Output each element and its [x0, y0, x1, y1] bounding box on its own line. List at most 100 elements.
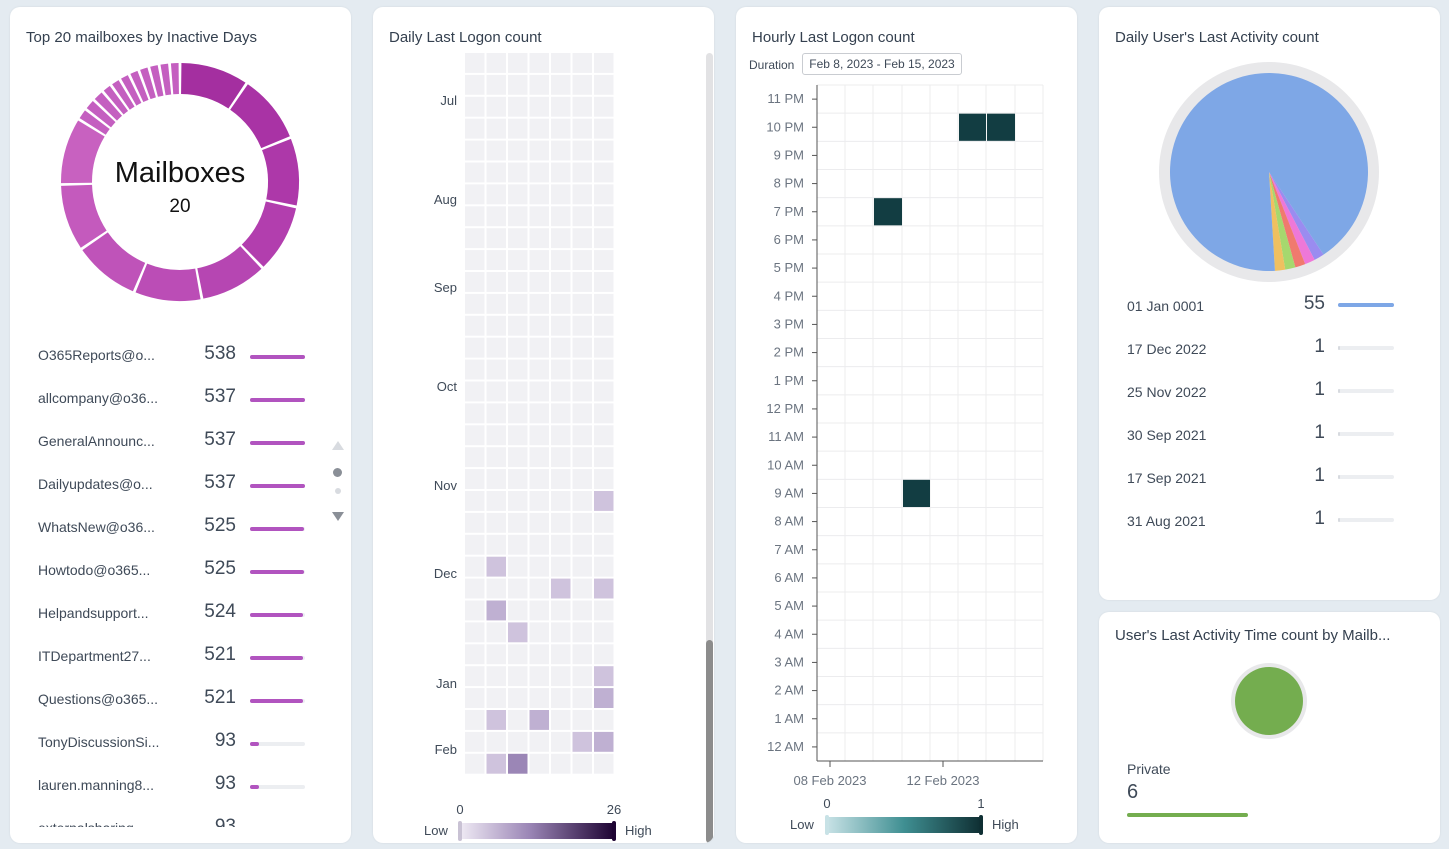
day-cell[interactable] — [594, 491, 614, 511]
day-cell[interactable] — [551, 425, 571, 446]
day-cell[interactable] — [486, 403, 507, 424]
day-cell[interactable] — [551, 644, 571, 665]
day-cell[interactable] — [486, 731, 507, 752]
day-cell[interactable] — [529, 315, 550, 336]
mailbox-list[interactable]: O365Reports@o... 538 allcompany@o36... 5… — [10, 337, 351, 827]
day-cell[interactable] — [551, 140, 571, 161]
day-cell[interactable] — [465, 184, 485, 205]
hour-cell[interactable] — [987, 113, 1015, 141]
pie-slice[interactable] — [1269, 172, 1306, 268]
mailbox-row[interactable]: Howtodo@o365... 525 — [10, 558, 351, 582]
day-cell[interactable] — [486, 228, 507, 249]
day-cell[interactable] — [508, 753, 528, 774]
day-cell[interactable] — [508, 74, 528, 95]
day-cell[interactable] — [508, 337, 528, 358]
day-cell[interactable] — [486, 556, 507, 577]
day-cell[interactable] — [486, 315, 507, 336]
day-cell[interactable] — [486, 140, 507, 161]
day-cell[interactable] — [486, 753, 507, 774]
day-cell[interactable] — [551, 53, 571, 73]
day-cell[interactable] — [572, 272, 593, 292]
day-cell[interactable] — [529, 512, 550, 533]
day-cell[interactable] — [508, 250, 528, 270]
day-cell[interactable] — [594, 53, 614, 73]
day-cell[interactable] — [465, 622, 485, 643]
donut-segment[interactable] — [150, 65, 164, 97]
day-cell[interactable] — [486, 688, 507, 708]
donut-segment[interactable] — [170, 63, 179, 95]
day-cell[interactable] — [486, 162, 507, 183]
day-cell[interactable] — [486, 447, 507, 468]
day-cell[interactable] — [508, 293, 528, 314]
day-cell[interactable] — [486, 53, 507, 73]
day-cell[interactable] — [594, 469, 614, 489]
day-cell[interactable] — [594, 74, 614, 95]
day-cell[interactable] — [465, 228, 485, 249]
day-cell[interactable] — [465, 74, 485, 95]
day-cell[interactable] — [486, 118, 507, 139]
day-cell[interactable] — [486, 359, 507, 380]
day-cell[interactable] — [465, 753, 485, 774]
day-cell[interactable] — [465, 250, 485, 270]
day-cell[interactable] — [572, 96, 593, 117]
donut-segment[interactable] — [121, 75, 142, 106]
day-cell[interactable] — [529, 403, 550, 424]
day-cell[interactable] — [529, 556, 550, 577]
day-cell[interactable] — [529, 447, 550, 468]
day-cell[interactable] — [529, 469, 550, 489]
day-cell[interactable] — [529, 74, 550, 95]
donut-segment[interactable] — [181, 63, 246, 109]
mailbox-row[interactable]: allcompany@o36... 537 — [10, 386, 351, 410]
day-cell[interactable] — [529, 666, 550, 687]
day-cell[interactable] — [508, 184, 528, 205]
day-cell[interactable] — [572, 250, 593, 270]
day-cell[interactable] — [465, 710, 485, 730]
day-cell[interactable] — [572, 74, 593, 95]
hour-cell[interactable] — [874, 198, 902, 226]
day-cell[interactable] — [486, 469, 507, 489]
day-cell[interactable] — [594, 622, 614, 643]
pie-slice-private[interactable] — [1235, 667, 1303, 735]
donut-segment[interactable] — [135, 263, 201, 301]
page-indicator-dot-active[interactable] — [333, 468, 342, 477]
day-cell[interactable] — [551, 74, 571, 95]
day-cell[interactable] — [572, 425, 593, 446]
day-cell[interactable] — [465, 272, 485, 292]
day-cell[interactable] — [465, 731, 485, 752]
mailbox-row[interactable]: externalsharing... 93 — [10, 816, 351, 827]
day-cell[interactable] — [551, 272, 571, 292]
activity-row[interactable]: 25 Nov 2022 1 — [1099, 378, 1440, 402]
day-cell[interactable] — [508, 710, 528, 730]
day-cell[interactable] — [529, 753, 550, 774]
legend-max-handle[interactable] — [979, 815, 983, 835]
day-cell[interactable] — [572, 710, 593, 730]
day-cell[interactable] — [551, 228, 571, 249]
day-cell[interactable] — [551, 184, 571, 205]
donut-segment[interactable] — [86, 101, 116, 128]
activity-row[interactable]: 17 Dec 2022 1 — [1099, 335, 1440, 359]
donut-segment[interactable] — [112, 80, 135, 110]
day-cell[interactable] — [486, 666, 507, 687]
day-cell[interactable] — [486, 74, 507, 95]
day-cell[interactable] — [508, 118, 528, 139]
donut-segment[interactable] — [230, 84, 290, 149]
day-cell[interactable] — [486, 622, 507, 643]
day-cell[interactable] — [529, 688, 550, 708]
day-cell[interactable] — [572, 644, 593, 665]
day-cell[interactable] — [572, 403, 593, 424]
day-cell[interactable] — [465, 53, 485, 73]
day-cell[interactable] — [594, 337, 614, 358]
day-cell[interactable] — [508, 272, 528, 292]
day-cell[interactable] — [508, 315, 528, 336]
day-cell[interactable] — [594, 512, 614, 533]
day-cell[interactable] — [551, 315, 571, 336]
day-cell[interactable] — [551, 600, 571, 621]
day-cell[interactable] — [551, 469, 571, 489]
day-cell[interactable] — [465, 118, 485, 139]
pie-slice[interactable] — [1269, 172, 1296, 270]
day-cell[interactable] — [508, 534, 528, 555]
day-cell[interactable] — [594, 272, 614, 292]
day-cell[interactable] — [465, 688, 485, 708]
day-cell[interactable] — [529, 600, 550, 621]
mailbox-row[interactable]: TonyDiscussionSi... 93 — [10, 730, 351, 754]
